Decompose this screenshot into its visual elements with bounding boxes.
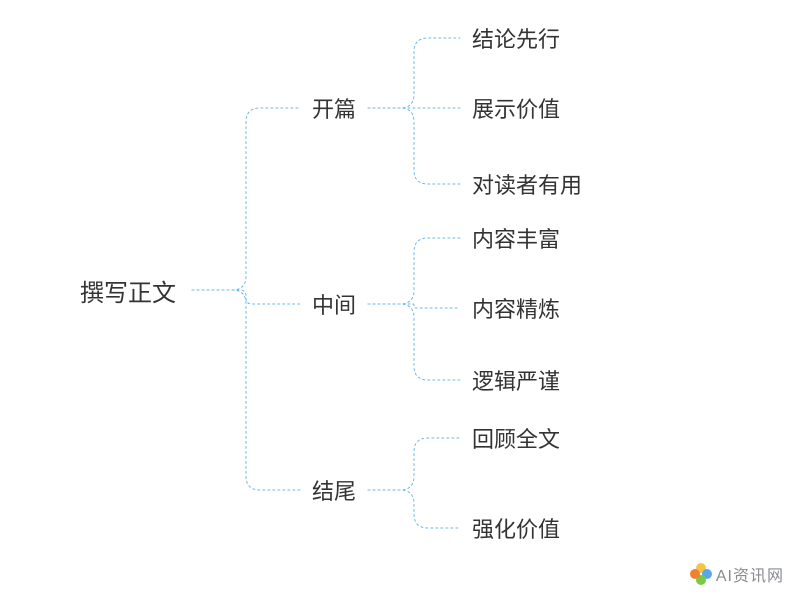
- leaf-node: 对读者有用: [472, 168, 582, 200]
- leaf-node: 回顾全文: [472, 422, 560, 454]
- watermark-icon: [690, 563, 712, 585]
- leaf-node: 结论先行: [472, 22, 560, 54]
- leaf-node: 展示价值: [472, 92, 560, 124]
- leaf-node: 逻辑严谨: [472, 364, 560, 396]
- watermark: AI资讯网: [690, 562, 784, 586]
- root-node: 撰写正文: [80, 273, 176, 308]
- branch-node: 中间: [312, 288, 356, 320]
- leaf-node: 内容精炼: [472, 292, 560, 324]
- leaf-node: 内容丰富: [472, 222, 560, 254]
- leaf-node: 强化价值: [472, 512, 560, 544]
- branch-node: 结尾: [312, 474, 356, 506]
- branch-node: 开篇: [312, 92, 356, 124]
- watermark-text: AI资讯网: [716, 562, 784, 586]
